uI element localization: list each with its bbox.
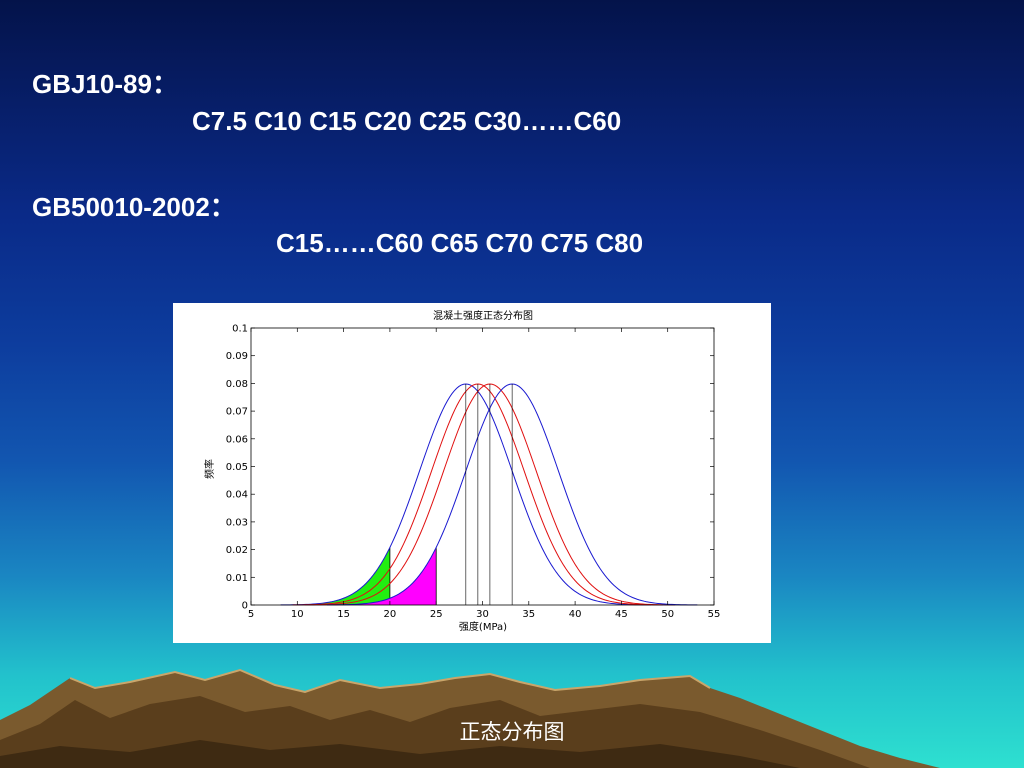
x-tick-label: 35	[522, 609, 535, 620]
chart-title: 混凝土强度正态分布图	[433, 309, 533, 322]
y-tick-label: 0.08	[226, 379, 248, 390]
y-axis-label: 频率	[203, 459, 216, 479]
mountain-decoration	[0, 668, 940, 768]
x-tick-label: 30	[476, 609, 489, 620]
x-tick-label: 5	[248, 609, 254, 620]
standard-gb50010-2002-label: GB50010-2002：	[32, 192, 236, 222]
y-tick-label: 0.06	[226, 434, 248, 445]
normal-distribution-chart: 混凝土强度正态分布图 强度(MPa) 频率 5 10 15 20 25 30 35 40 45 5…	[173, 303, 771, 643]
y-tick-label: 0.03	[226, 517, 248, 528]
standard-gbj10-89-label: GBJ10-89：	[32, 69, 178, 99]
x-tick-label: 50	[661, 609, 674, 620]
x-tick-label: 20	[384, 609, 397, 620]
y-tick-label: 0.01	[226, 573, 248, 584]
y-tick-label: 0	[242, 601, 248, 612]
y-tick-label: 0.07	[226, 407, 248, 418]
slide-caption: 正态分布图	[459, 721, 565, 744]
x-tick-label: 15	[337, 609, 350, 620]
y-tick-label: 0.09	[226, 351, 248, 362]
standard-gbj10-89-grades: C7.5 C10 C15 C20 C25 C30……C60	[192, 106, 622, 136]
plot-frame	[250, 327, 715, 606]
y-tick-label: 0.1	[232, 324, 248, 335]
y-tick-label: 0.04	[226, 490, 248, 501]
y-tick-label: 0.02	[226, 545, 248, 556]
tail-area-fill-4	[326, 547, 437, 605]
y-tick-label: 0.05	[226, 462, 248, 473]
x-tick-label: 55	[708, 609, 721, 620]
standard-gb50010-2002-grades: C15……C60 C65 C70 C75 C80	[276, 228, 644, 258]
tail-area-fill-1	[280, 547, 390, 605]
x-tick-label: 40	[569, 609, 582, 620]
x-tick-label: 25	[430, 609, 443, 620]
x-axis-label: 强度(MPa)	[459, 620, 507, 633]
x-tick-label: 10	[291, 609, 304, 620]
x-tick-label: 45	[615, 609, 628, 620]
